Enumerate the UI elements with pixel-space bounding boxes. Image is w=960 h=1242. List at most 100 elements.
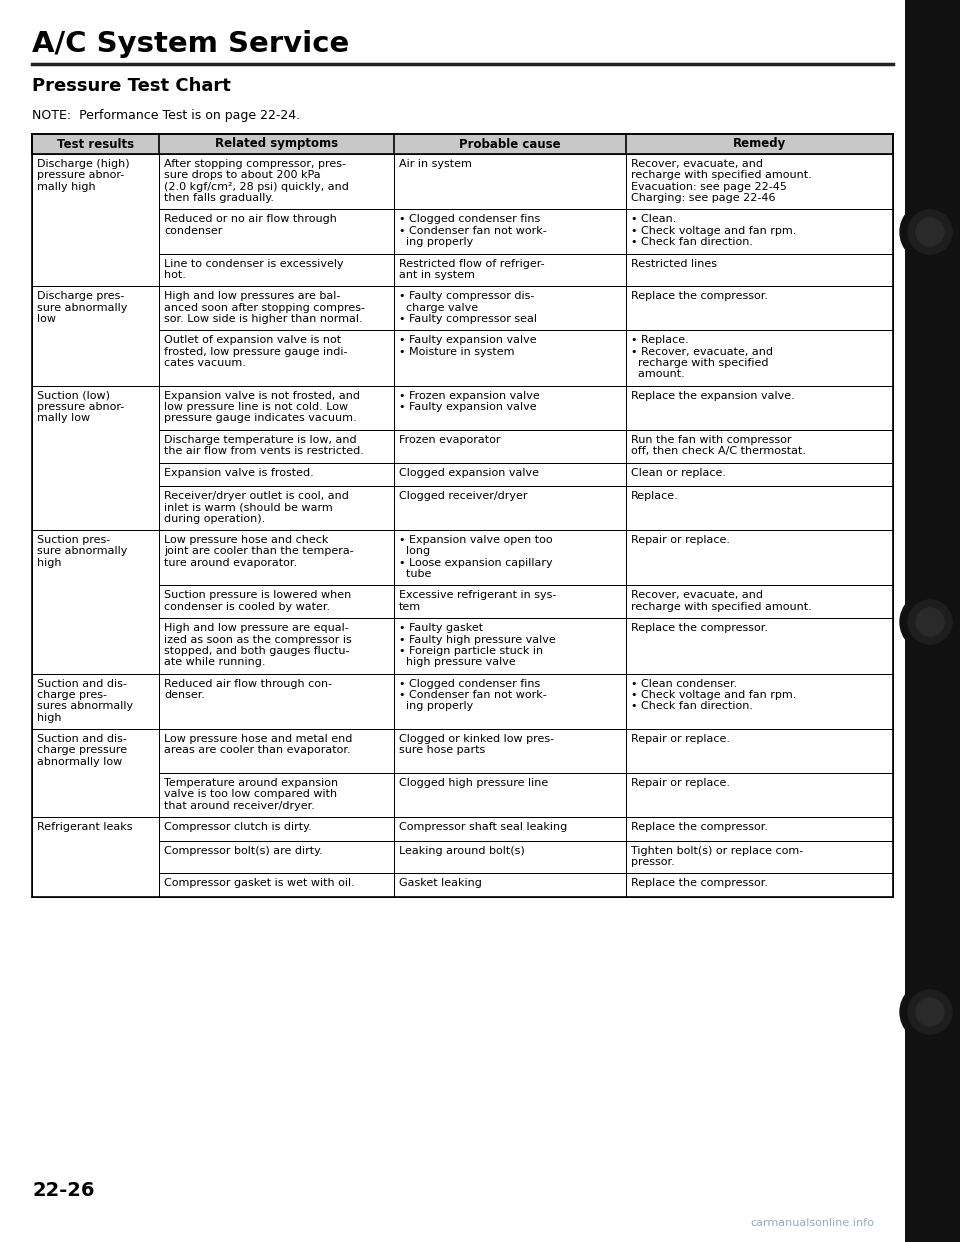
Text: areas are cooler than evaporator.: areas are cooler than evaporator. <box>164 745 351 755</box>
Text: • Expansion valve open too: • Expansion valve open too <box>398 535 552 545</box>
Text: denser.: denser. <box>164 691 205 700</box>
Text: Line to condenser is excessively: Line to condenser is excessively <box>164 258 344 268</box>
Text: • Faulty compressor dis-: • Faulty compressor dis- <box>398 291 534 302</box>
Text: pressure abnor-: pressure abnor- <box>37 402 124 412</box>
Text: Replace the compressor.: Replace the compressor. <box>631 291 768 302</box>
Text: Temperature around expansion: Temperature around expansion <box>164 779 339 789</box>
Text: high pressure valve: high pressure valve <box>398 657 516 667</box>
Text: Suction (low): Suction (low) <box>37 391 110 401</box>
Text: • Loose expansion capillary: • Loose expansion capillary <box>398 558 552 568</box>
Text: Discharge temperature is low, and: Discharge temperature is low, and <box>164 435 357 445</box>
Text: • Faulty high pressure valve: • Faulty high pressure valve <box>398 635 556 645</box>
Text: Repair or replace.: Repair or replace. <box>631 535 731 545</box>
Text: sor. Low side is higher than normal.: sor. Low side is higher than normal. <box>164 314 363 324</box>
Text: off, then check A/C thermostat.: off, then check A/C thermostat. <box>631 446 806 456</box>
Text: inlet is warm (should be warm: inlet is warm (should be warm <box>164 502 333 512</box>
Text: Refrigerant leaks: Refrigerant leaks <box>37 822 132 832</box>
Text: mally low: mally low <box>37 414 90 424</box>
Text: • Check fan direction.: • Check fan direction. <box>631 702 753 712</box>
Text: Charging: see page 22-46: Charging: see page 22-46 <box>631 193 776 204</box>
Text: ture around evaporator.: ture around evaporator. <box>164 558 298 568</box>
Text: recharge with specified amount.: recharge with specified amount. <box>631 602 812 612</box>
Text: • Faulty compressor seal: • Faulty compressor seal <box>398 314 537 324</box>
Text: hot.: hot. <box>164 270 186 279</box>
Text: • Clean condenser.: • Clean condenser. <box>631 678 737 688</box>
Text: • Clean.: • Clean. <box>631 215 677 225</box>
Text: Reduced air flow through con-: Reduced air flow through con- <box>164 678 332 688</box>
Text: • Foreign particle stuck in: • Foreign particle stuck in <box>398 646 542 656</box>
Text: Clogged or kinked low pres-: Clogged or kinked low pres- <box>398 734 554 744</box>
Text: Compressor clutch is dirty.: Compressor clutch is dirty. <box>164 822 312 832</box>
Text: Replace the compressor.: Replace the compressor. <box>631 822 768 832</box>
Text: ing properly: ing properly <box>398 702 473 712</box>
Circle shape <box>900 202 960 262</box>
Circle shape <box>908 990 952 1035</box>
Text: Leaking around bolt(s): Leaking around bolt(s) <box>398 846 524 856</box>
Text: High and low pressures are bal-: High and low pressures are bal- <box>164 291 341 302</box>
Text: Expansion valve is not frosted, and: Expansion valve is not frosted, and <box>164 391 360 401</box>
Text: Expansion valve is frosted.: Expansion valve is frosted. <box>164 467 314 478</box>
Text: low pressure line is not cold. Low: low pressure line is not cold. Low <box>164 402 348 412</box>
Text: Repair or replace.: Repair or replace. <box>631 779 731 789</box>
Text: Compressor gasket is wet with oil.: Compressor gasket is wet with oil. <box>164 878 355 888</box>
Text: Clogged high pressure line: Clogged high pressure line <box>398 779 548 789</box>
Circle shape <box>916 609 944 636</box>
Text: • Recover, evacuate, and: • Recover, evacuate, and <box>631 347 773 356</box>
Text: Replace.: Replace. <box>631 491 679 501</box>
Text: Related symptoms: Related symptoms <box>215 138 338 150</box>
Text: recharge with specified amount.: recharge with specified amount. <box>631 170 812 180</box>
Text: condenser: condenser <box>164 226 223 236</box>
Text: • Replace.: • Replace. <box>631 335 689 345</box>
Text: Frozen evaporator: Frozen evaporator <box>398 435 500 445</box>
Text: tem: tem <box>398 602 420 612</box>
Text: frosted, low pressure gauge indi-: frosted, low pressure gauge indi- <box>164 347 348 356</box>
Text: ate while running.: ate while running. <box>164 657 266 667</box>
Text: • Condenser fan not work-: • Condenser fan not work- <box>398 226 546 236</box>
Text: pressure abnor-: pressure abnor- <box>37 170 124 180</box>
Text: Evacuation: see page 22-45: Evacuation: see page 22-45 <box>631 181 787 191</box>
Text: sures abnormally: sures abnormally <box>37 702 133 712</box>
Text: valve is too low compared with: valve is too low compared with <box>164 790 338 800</box>
Text: Pressure Test Chart: Pressure Test Chart <box>32 77 230 94</box>
Text: • Clogged condenser fins: • Clogged condenser fins <box>398 215 540 225</box>
Text: Clogged receiver/dryer: Clogged receiver/dryer <box>398 491 527 501</box>
Text: long: long <box>398 546 430 556</box>
Text: abnormally low: abnormally low <box>37 756 122 766</box>
Text: high: high <box>37 558 61 568</box>
Text: charge pressure: charge pressure <box>37 745 127 755</box>
Text: Suction pres-: Suction pres- <box>37 535 110 545</box>
Bar <box>905 0 960 1242</box>
Text: High and low pressure are equal-: High and low pressure are equal- <box>164 623 349 633</box>
Text: Discharge (high): Discharge (high) <box>37 159 130 169</box>
Text: that around receiver/dryer.: that around receiver/dryer. <box>164 801 315 811</box>
Text: anced soon after stopping compres-: anced soon after stopping compres- <box>164 303 366 313</box>
Circle shape <box>900 982 960 1042</box>
Text: Suction and dis-: Suction and dis- <box>37 734 127 744</box>
Text: Run the fan with compressor: Run the fan with compressor <box>631 435 792 445</box>
Text: Discharge pres-: Discharge pres- <box>37 291 125 302</box>
Text: condenser is cooled by water.: condenser is cooled by water. <box>164 602 330 612</box>
Text: ing properly: ing properly <box>398 237 473 247</box>
Text: Probable cause: Probable cause <box>459 138 561 150</box>
Text: recharge with specified: recharge with specified <box>631 358 769 368</box>
Text: Tighten bolt(s) or replace com-: Tighten bolt(s) or replace com- <box>631 846 804 856</box>
Text: tube: tube <box>398 569 431 579</box>
Text: Clean or replace.: Clean or replace. <box>631 467 726 478</box>
Text: • Frozen expansion valve: • Frozen expansion valve <box>398 391 540 401</box>
Text: charge valve: charge valve <box>398 303 478 313</box>
Text: Receiver/dryer outlet is cool, and: Receiver/dryer outlet is cool, and <box>164 491 349 501</box>
Text: the air flow from vents is restricted.: the air flow from vents is restricted. <box>164 446 364 456</box>
Text: amount.: amount. <box>631 369 684 379</box>
Text: • Faulty gasket: • Faulty gasket <box>398 623 483 633</box>
Text: pressure gauge indicates vacuum.: pressure gauge indicates vacuum. <box>164 414 357 424</box>
Text: sure hose parts: sure hose parts <box>398 745 485 755</box>
Text: NOTE:  Performance Test is on page 22-24.: NOTE: Performance Test is on page 22-24. <box>32 109 300 122</box>
Text: high: high <box>37 713 61 723</box>
Circle shape <box>908 600 952 645</box>
Text: Excessive refrigerant in sys-: Excessive refrigerant in sys- <box>398 590 556 600</box>
Text: mally high: mally high <box>37 181 96 191</box>
Text: carmanualsonline.info: carmanualsonline.info <box>750 1218 874 1228</box>
Text: sure abnormally: sure abnormally <box>37 303 128 313</box>
Text: Reduced or no air flow through: Reduced or no air flow through <box>164 215 337 225</box>
Text: Replace the expansion valve.: Replace the expansion valve. <box>631 391 795 401</box>
